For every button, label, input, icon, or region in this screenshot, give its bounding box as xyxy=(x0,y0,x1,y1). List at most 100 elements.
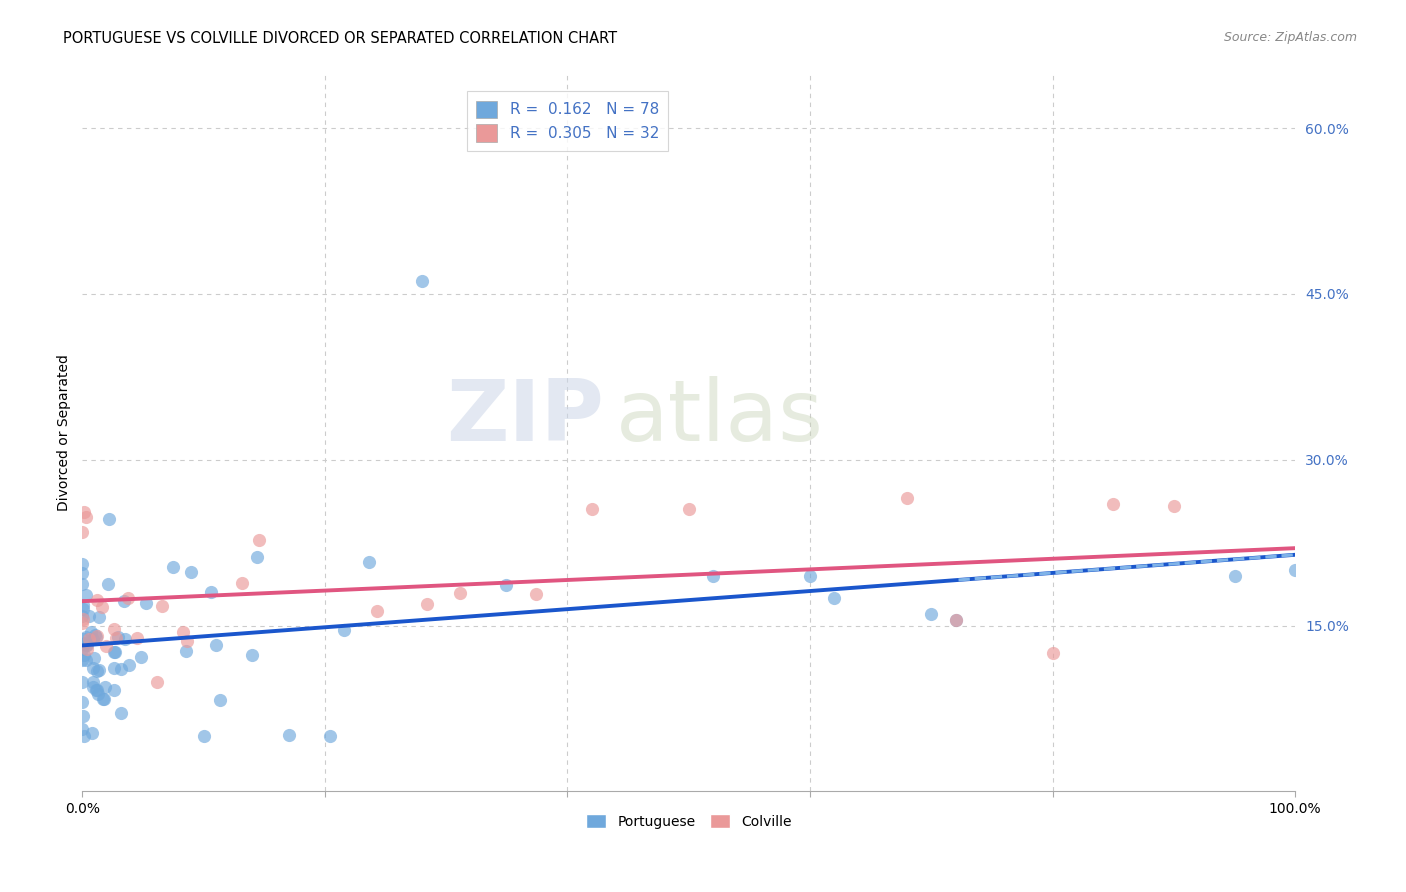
Point xyxy=(75,630,97,644)
Point xyxy=(162,559,184,574)
Point xyxy=(110,706,132,720)
Point xyxy=(80,625,103,640)
Point xyxy=(84,630,107,644)
Point xyxy=(110,662,132,676)
Point xyxy=(231,576,253,591)
Point xyxy=(896,491,918,506)
Point xyxy=(449,586,471,600)
Point xyxy=(86,683,108,698)
Point xyxy=(1284,563,1306,577)
Point xyxy=(152,599,174,613)
Point xyxy=(86,688,108,702)
Point xyxy=(247,533,270,547)
Point xyxy=(107,630,129,644)
Point xyxy=(193,729,215,743)
Point xyxy=(104,631,127,645)
Point xyxy=(205,638,228,652)
Point xyxy=(72,505,94,519)
Point xyxy=(1163,499,1185,513)
Point xyxy=(72,722,94,736)
Point xyxy=(77,609,100,624)
Point xyxy=(172,624,194,639)
Point xyxy=(87,610,110,624)
Point xyxy=(72,525,94,540)
Point xyxy=(98,512,121,526)
Point xyxy=(1223,568,1246,582)
Point xyxy=(103,682,125,697)
Point xyxy=(75,638,97,652)
Point xyxy=(129,649,152,664)
Point xyxy=(125,631,148,645)
Point xyxy=(581,502,603,516)
Point xyxy=(82,725,104,739)
Point xyxy=(678,502,700,516)
Point xyxy=(73,636,96,650)
Point xyxy=(319,729,342,743)
Point xyxy=(86,628,108,642)
Point xyxy=(82,661,104,675)
Point xyxy=(72,566,94,581)
Point xyxy=(73,648,96,662)
Point xyxy=(524,587,547,601)
Point xyxy=(135,596,157,610)
Point xyxy=(495,577,517,591)
Text: ZIP: ZIP xyxy=(446,376,603,459)
Point xyxy=(72,695,94,709)
Point xyxy=(246,550,269,565)
Point xyxy=(209,693,232,707)
Point xyxy=(72,653,94,667)
Point xyxy=(411,274,433,288)
Text: atlas: atlas xyxy=(616,376,824,459)
Point xyxy=(72,577,94,591)
Y-axis label: Divorced or Separated: Divorced or Separated xyxy=(58,354,72,510)
Point xyxy=(920,607,942,622)
Point xyxy=(118,657,141,672)
Point xyxy=(76,641,98,656)
Point xyxy=(1102,497,1125,511)
Point xyxy=(112,593,135,607)
Point xyxy=(72,598,94,612)
Point xyxy=(823,591,845,605)
Point xyxy=(945,613,967,627)
Point xyxy=(117,591,139,605)
Point xyxy=(72,632,94,646)
Point xyxy=(114,632,136,647)
Point xyxy=(799,568,821,582)
Point xyxy=(416,597,439,611)
Point xyxy=(72,608,94,623)
Point xyxy=(72,637,94,651)
Point xyxy=(87,664,110,678)
Point xyxy=(84,683,107,698)
Point xyxy=(86,664,108,678)
Point xyxy=(104,645,127,659)
Point xyxy=(176,644,198,658)
Text: PORTUGUESE VS COLVILLE DIVORCED OR SEPARATED CORRELATION CHART: PORTUGUESE VS COLVILLE DIVORCED OR SEPAR… xyxy=(63,31,617,46)
Point xyxy=(75,588,97,602)
Point xyxy=(76,638,98,652)
Point xyxy=(180,565,202,579)
Point xyxy=(72,602,94,616)
Point xyxy=(359,555,381,569)
Point xyxy=(72,709,94,723)
Point xyxy=(366,604,388,618)
Point xyxy=(103,661,125,675)
Point xyxy=(103,622,125,636)
Legend: Portuguese, Colville: Portuguese, Colville xyxy=(581,809,797,835)
Point xyxy=(278,728,301,742)
Point xyxy=(82,680,104,694)
Point xyxy=(84,628,107,642)
Point xyxy=(82,632,104,646)
Point xyxy=(200,584,222,599)
Point xyxy=(75,653,97,667)
Point xyxy=(333,624,356,638)
Point xyxy=(82,675,104,690)
Point xyxy=(240,648,263,662)
Point xyxy=(93,692,115,706)
Point xyxy=(73,729,96,743)
Point xyxy=(176,634,198,648)
Point xyxy=(103,645,125,659)
Point xyxy=(945,613,967,627)
Point xyxy=(1042,646,1064,660)
Text: Source: ZipAtlas.com: Source: ZipAtlas.com xyxy=(1223,31,1357,45)
Point xyxy=(93,680,115,694)
